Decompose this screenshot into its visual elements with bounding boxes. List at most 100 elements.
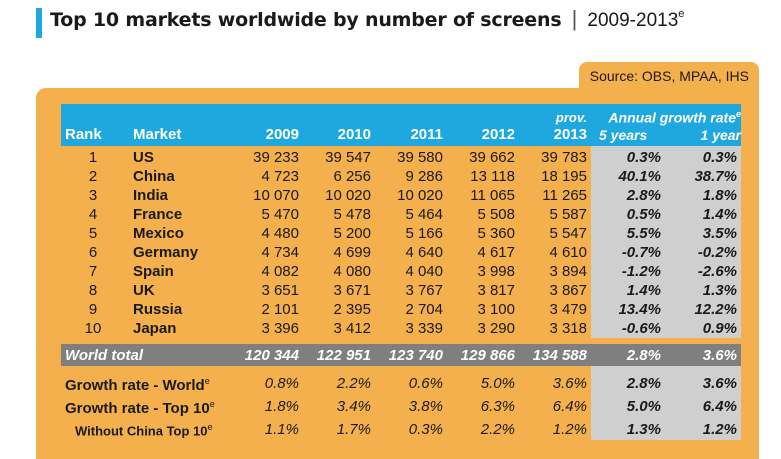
growth-row-label-sup: e	[209, 399, 215, 409]
rank-cell: 7	[88, 263, 98, 280]
value-cell-2010: 3 412	[333, 320, 371, 337]
growth-1y-cell: -0.2%	[667, 243, 741, 262]
value-cell-2013: 18 195	[541, 168, 587, 185]
header-rank: Rank	[61, 104, 125, 146]
rank-cell: 10	[84, 320, 102, 337]
growth-5y-cell: 5.5%	[591, 224, 667, 243]
rank-cell: 3	[88, 187, 98, 204]
value-cell-2010: 5 200	[333, 225, 371, 242]
growth-1y-cell: 1.3%	[667, 281, 741, 300]
growth-value-2010: 1.7%	[336, 420, 371, 438]
table-row: 1 US 39 233 39 547 39 580 39 662 39 783 0.3% 0.3…	[61, 146, 741, 167]
growth-1y-cell: 0.3%	[667, 146, 741, 167]
growth-5y-cell: -0.6%	[591, 319, 667, 338]
value-cell-2010: 39 547	[325, 149, 371, 166]
title-main: Top 10 markets worldwide by number of sc…	[50, 9, 562, 31]
source-tab: Source: OBS, MPAA, IHS	[579, 62, 759, 90]
world-total-label: World total	[61, 344, 231, 366]
growth-value-2013: 3.6%	[552, 375, 587, 392]
growth-value-2011: 0.3%	[408, 420, 443, 438]
table-row: 9 Russia 2 101 2 395 2 704 3 100 3 479 13.4% 12.…	[61, 300, 741, 319]
growth-5y-cell: 13.4%	[591, 300, 667, 319]
market-cell: India	[133, 187, 169, 204]
world-total-g1: 3.6%	[667, 344, 741, 366]
growth-value-2010: 3.4%	[336, 398, 371, 415]
growth-1y-cell: 0.9%	[667, 319, 741, 338]
value-cell-2012: 3 100	[477, 301, 515, 318]
title-separator: |	[571, 6, 578, 31]
rank-cell: 6	[88, 244, 98, 261]
value-cell-2012: 3 290	[477, 320, 515, 337]
growth-value-2012: 6.3%	[480, 398, 515, 415]
header-2010: 2010	[303, 104, 375, 146]
world-total-2013: 134 588	[519, 344, 591, 366]
value-cell-2013: 5 587	[549, 206, 587, 223]
value-cell-2009: 4 723	[261, 168, 299, 185]
screens-table: Rank Market 2009 2010 2011 2012 prov. 20…	[61, 104, 741, 441]
table-row: 8 UK 3 651 3 671 3 767 3 817 3 867 1.4% 1.3%	[61, 281, 741, 300]
growth-5y-cell: 2.8%	[591, 372, 667, 395]
value-cell-2013: 3 894	[549, 263, 587, 280]
market-cell: Mexico	[133, 225, 184, 242]
table-row: 3 India 10 070 10 020 10 020 11 065 11 265 2.8%…	[61, 186, 741, 205]
table-row: 2 China 4 723 6 256 9 286 13 118 18 195 40.1% 38…	[61, 167, 741, 186]
value-cell-2012: 13 118	[470, 168, 515, 185]
table-row: 4 France 5 470 5 478 5 464 5 508 5 587 0.5% 1.4%	[61, 205, 741, 224]
growth-5y-cell: 1.3%	[591, 418, 667, 441]
value-cell-2011: 2 704	[405, 301, 443, 318]
rank-cell: 9	[88, 301, 98, 318]
growth-row-label-text: Growth rate - Top 10	[65, 400, 210, 417]
value-cell-2012: 39 662	[469, 149, 515, 166]
growth-value-2012: 2.2%	[480, 420, 515, 438]
growth-1y-cell: 3.5%	[667, 224, 741, 243]
market-cell: US	[133, 149, 154, 166]
growth-1y-cell: 6.4%	[667, 395, 741, 418]
header-growth-5y: 5 years	[599, 127, 648, 143]
growth-row-label: Growth rate - Top 10e	[61, 395, 231, 418]
market-cell: Spain	[133, 263, 174, 280]
growth-row-label: Without China Top 10e	[61, 418, 231, 440]
growth-row-label-sup: e	[204, 376, 210, 386]
market-cell: China	[133, 168, 175, 185]
value-cell-2011: 4 640	[405, 244, 443, 261]
value-cell-2009: 3 396	[261, 320, 299, 337]
title-years-sup: e	[678, 8, 685, 20]
title-years: 2009-2013	[587, 10, 679, 31]
header-growth-title-text: Annual growth rate	[608, 110, 736, 126]
value-cell-2012: 5 360	[477, 225, 515, 242]
value-cell-2013: 3 479	[549, 301, 587, 318]
header-growth-1y: 1 year	[700, 127, 741, 143]
value-cell-2009: 4 734	[261, 244, 299, 261]
totals: World total 120 344 122 951 123 740 129 …	[61, 338, 741, 372]
growth-value-2011: 3.8%	[408, 398, 443, 415]
growth-row-label-sup: e	[207, 422, 213, 432]
growth-value-2013: 1.2%	[552, 420, 587, 438]
header-2009: 2009	[231, 104, 303, 146]
market-cell: Germany	[133, 244, 199, 261]
growth-5y-cell: 5.0%	[591, 395, 667, 418]
value-cell-2010: 4 080	[333, 263, 371, 280]
market-cell: France	[133, 206, 183, 223]
growth-value-2009: 0.8%	[264, 375, 299, 392]
value-cell-2012: 4 617	[477, 244, 515, 261]
header-2013: prov. 2013	[519, 104, 591, 146]
value-cell-2011: 9 286	[405, 168, 443, 185]
world-total-2012: 129 866	[447, 344, 519, 366]
growth-1y-cell: 12.2%	[667, 300, 741, 319]
growth-1y-cell: 1.8%	[667, 186, 741, 205]
growth-5y-cell: 40.1%	[591, 167, 667, 186]
growth-row: Growth rate - Top 10e 1.8% 3.4% 3.8% 6.3% 6.4…	[61, 395, 741, 418]
rank-cell: 2	[88, 168, 98, 185]
value-cell-2010: 2 395	[333, 301, 371, 318]
header-2013-year: 2013	[553, 126, 587, 143]
header-growth-title: Annual growth ratee	[591, 106, 741, 126]
value-cell-2011: 4 040	[405, 263, 443, 280]
value-cell-2013: 39 783	[541, 149, 587, 166]
market-rows: 1 US 39 233 39 547 39 580 39 662 39 783 0.3% 0.3…	[61, 146, 741, 338]
growth-row-label-text: Without China Top 10	[75, 423, 208, 439]
rank-cell: 5	[88, 225, 98, 242]
value-cell-2010: 5 478	[333, 206, 371, 223]
rank-cell: 8	[88, 282, 98, 299]
header-2012: 2012	[447, 104, 519, 146]
rank-cell: 4	[88, 206, 98, 223]
